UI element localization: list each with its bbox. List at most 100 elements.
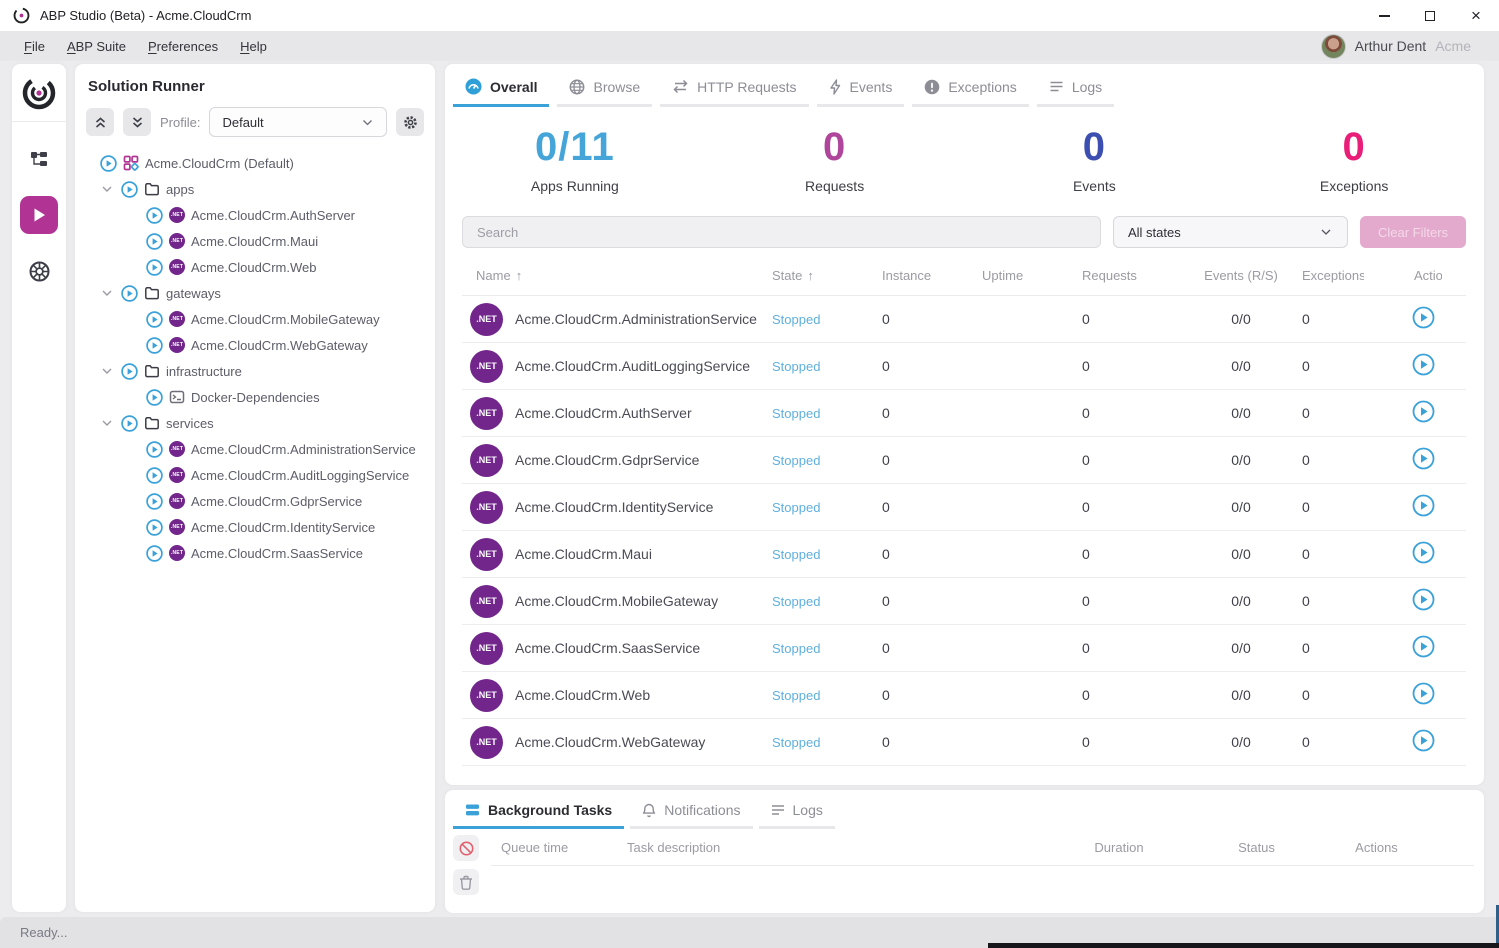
menu-file[interactable]: File bbox=[24, 38, 45, 54]
tab-events[interactable]: Events bbox=[816, 66, 905, 107]
column-state[interactable]: State ↑ bbox=[772, 268, 814, 283]
tree-item[interactable]: .NET Acme.CloudCrm.AuthServer bbox=[75, 202, 435, 228]
app-row[interactable]: .NET Acme.CloudCrm.Web Stopped 0 0 0/0 0 bbox=[462, 672, 1466, 719]
tab-notifications[interactable]: Notifications bbox=[630, 790, 753, 829]
app-row[interactable]: .NET Acme.CloudCrm.Maui Stopped 0 0 0/0 … bbox=[462, 531, 1466, 578]
play-icon[interactable] bbox=[121, 284, 138, 302]
play-icon[interactable] bbox=[146, 206, 163, 224]
play-icon[interactable] bbox=[146, 492, 163, 510]
start-app-button[interactable] bbox=[1412, 306, 1435, 329]
play-icon[interactable] bbox=[146, 310, 163, 328]
app-row[interactable]: .NET Acme.CloudCrm.AuthServer Stopped 0 … bbox=[462, 390, 1466, 437]
search-input[interactable] bbox=[462, 216, 1101, 248]
dotnet-icon: .NET bbox=[169, 519, 185, 535]
tab-bottom-logs[interactable]: Logs bbox=[758, 790, 835, 829]
app-row[interactable]: .NET Acme.CloudCrm.WebGateway Stopped 0 … bbox=[462, 719, 1466, 766]
app-instance: 0 bbox=[882, 311, 890, 327]
play-icon bbox=[1412, 353, 1435, 376]
start-app-button[interactable] bbox=[1412, 353, 1435, 376]
tree-item[interactable]: .NET Acme.CloudCrm.WebGateway bbox=[75, 332, 435, 358]
chevron-down-icon[interactable] bbox=[101, 287, 115, 299]
play-icon[interactable] bbox=[146, 544, 163, 562]
start-app-button[interactable] bbox=[1412, 494, 1435, 517]
tree-item[interactable]: .NET Acme.CloudCrm.GdprService bbox=[75, 488, 435, 514]
tree-item[interactable]: .NET Docker-Dependencies bbox=[75, 384, 435, 410]
tree-item[interactable]: .NET services bbox=[75, 410, 435, 436]
solution-runner-button[interactable] bbox=[20, 196, 58, 234]
menu-help[interactable]: Help bbox=[240, 38, 267, 54]
play-icon[interactable] bbox=[121, 180, 138, 198]
tab-background-tasks[interactable]: Background Tasks bbox=[453, 790, 625, 829]
app-row[interactable]: .NET Acme.CloudCrm.MobileGateway Stopped… bbox=[462, 578, 1466, 625]
state-filter-select[interactable]: All states bbox=[1113, 216, 1348, 248]
play-icon[interactable] bbox=[146, 258, 163, 276]
app-exceptions: 0 bbox=[1302, 405, 1310, 421]
app-state: Stopped bbox=[772, 499, 821, 515]
app-row[interactable]: .NET Acme.CloudCrm.AuditLoggingService S… bbox=[462, 343, 1466, 390]
tab-logs[interactable]: Logs bbox=[1036, 66, 1115, 107]
tree-item[interactable]: .NET Acme.CloudCrm.AuditLoggingService bbox=[75, 462, 435, 488]
clear-filters-button[interactable]: Clear Filters bbox=[1360, 216, 1466, 248]
app-row[interactable]: .NET Acme.CloudCrm.AdministrationService… bbox=[462, 296, 1466, 343]
app-row[interactable]: .NET Acme.CloudCrm.SaasService Stopped 0… bbox=[462, 625, 1466, 672]
kubernetes-button[interactable] bbox=[20, 252, 58, 290]
clear-tasks-button[interactable] bbox=[453, 869, 479, 895]
stat-requests: 0 Requests bbox=[705, 125, 965, 194]
start-app-button[interactable] bbox=[1412, 729, 1435, 752]
minimize-button[interactable] bbox=[1361, 0, 1407, 31]
start-app-button[interactable] bbox=[1412, 541, 1435, 564]
start-app-button[interactable] bbox=[1412, 400, 1435, 423]
play-icon[interactable] bbox=[146, 466, 163, 484]
play-icon[interactable] bbox=[146, 388, 163, 406]
chevron-down-icon[interactable] bbox=[101, 365, 115, 377]
column-name[interactable]: Name ↑ bbox=[476, 268, 523, 283]
abp-studio-logo bbox=[12, 64, 66, 122]
tree-item[interactable]: .NET Acme.CloudCrm (Default) bbox=[75, 150, 435, 176]
play-icon[interactable] bbox=[146, 336, 163, 354]
start-app-button[interactable] bbox=[1412, 635, 1435, 658]
menu-abp-suite[interactable]: ABP Suite bbox=[66, 38, 126, 54]
tree-item[interactable]: .NET Acme.CloudCrm.MobileGateway bbox=[75, 306, 435, 332]
expand-all-button[interactable] bbox=[123, 108, 151, 136]
start-app-button[interactable] bbox=[1412, 447, 1435, 470]
tree-item[interactable]: .NET Acme.CloudCrm.Maui bbox=[75, 228, 435, 254]
chevron-down-icon[interactable] bbox=[101, 183, 115, 195]
collapse-all-button[interactable] bbox=[86, 108, 114, 136]
tab-browse[interactable]: Browse bbox=[557, 66, 653, 107]
tree-item[interactable]: .NET Acme.CloudCrm.Web bbox=[75, 254, 435, 280]
play-icon[interactable] bbox=[121, 362, 138, 380]
chevron-down-icon[interactable] bbox=[101, 417, 115, 429]
play-icon[interactable] bbox=[121, 414, 138, 432]
tree-item[interactable]: .NET Acme.CloudCrm.AdministrationService bbox=[75, 436, 435, 462]
tab-exceptions[interactable]: Exceptions bbox=[912, 66, 1029, 107]
menu-preferences[interactable]: Preferences bbox=[148, 38, 219, 54]
play-icon[interactable] bbox=[146, 518, 163, 536]
app-row[interactable]: .NET Acme.CloudCrm.GdprService Stopped 0… bbox=[462, 437, 1466, 484]
tree-item[interactable]: .NET Acme.CloudCrm.SaasService bbox=[75, 540, 435, 566]
app-name: Acme.CloudCrm.GdprService bbox=[515, 452, 700, 468]
play-icon[interactable] bbox=[146, 232, 163, 250]
maximize-button[interactable] bbox=[1407, 0, 1453, 31]
play-icon[interactable] bbox=[100, 154, 117, 172]
solution-explorer-button[interactable] bbox=[20, 140, 58, 178]
tree-item[interactable]: .NET gateways bbox=[75, 280, 435, 306]
play-icon[interactable] bbox=[146, 440, 163, 458]
app-state: Stopped bbox=[772, 311, 821, 327]
tree-item[interactable]: .NET apps bbox=[75, 176, 435, 202]
lines-icon bbox=[771, 804, 785, 816]
dotnet-icon: .NET bbox=[169, 467, 185, 483]
profile-select[interactable]: Default bbox=[209, 107, 387, 137]
column-duration: Duration bbox=[1094, 840, 1144, 855]
tree-item[interactable]: .NET Acme.CloudCrm.IdentityService bbox=[75, 514, 435, 540]
app-row[interactable]: .NET Acme.CloudCrm.IdentityService Stopp… bbox=[462, 484, 1466, 531]
cancel-tasks-button[interactable] bbox=[453, 835, 479, 861]
runner-settings-button[interactable] bbox=[396, 108, 424, 136]
profile-label: Profile: bbox=[160, 114, 201, 130]
start-app-button[interactable] bbox=[1412, 588, 1435, 611]
tree-item[interactable]: .NET infrastructure bbox=[75, 358, 435, 384]
start-app-button[interactable] bbox=[1412, 682, 1435, 705]
close-button[interactable]: × bbox=[1453, 0, 1499, 31]
user-menu[interactable]: Arthur Dent Acme bbox=[1320, 33, 1499, 59]
tab-http-requests[interactable]: HTTP Requests bbox=[660, 66, 809, 107]
tab-overall[interactable]: Overall bbox=[453, 66, 550, 107]
